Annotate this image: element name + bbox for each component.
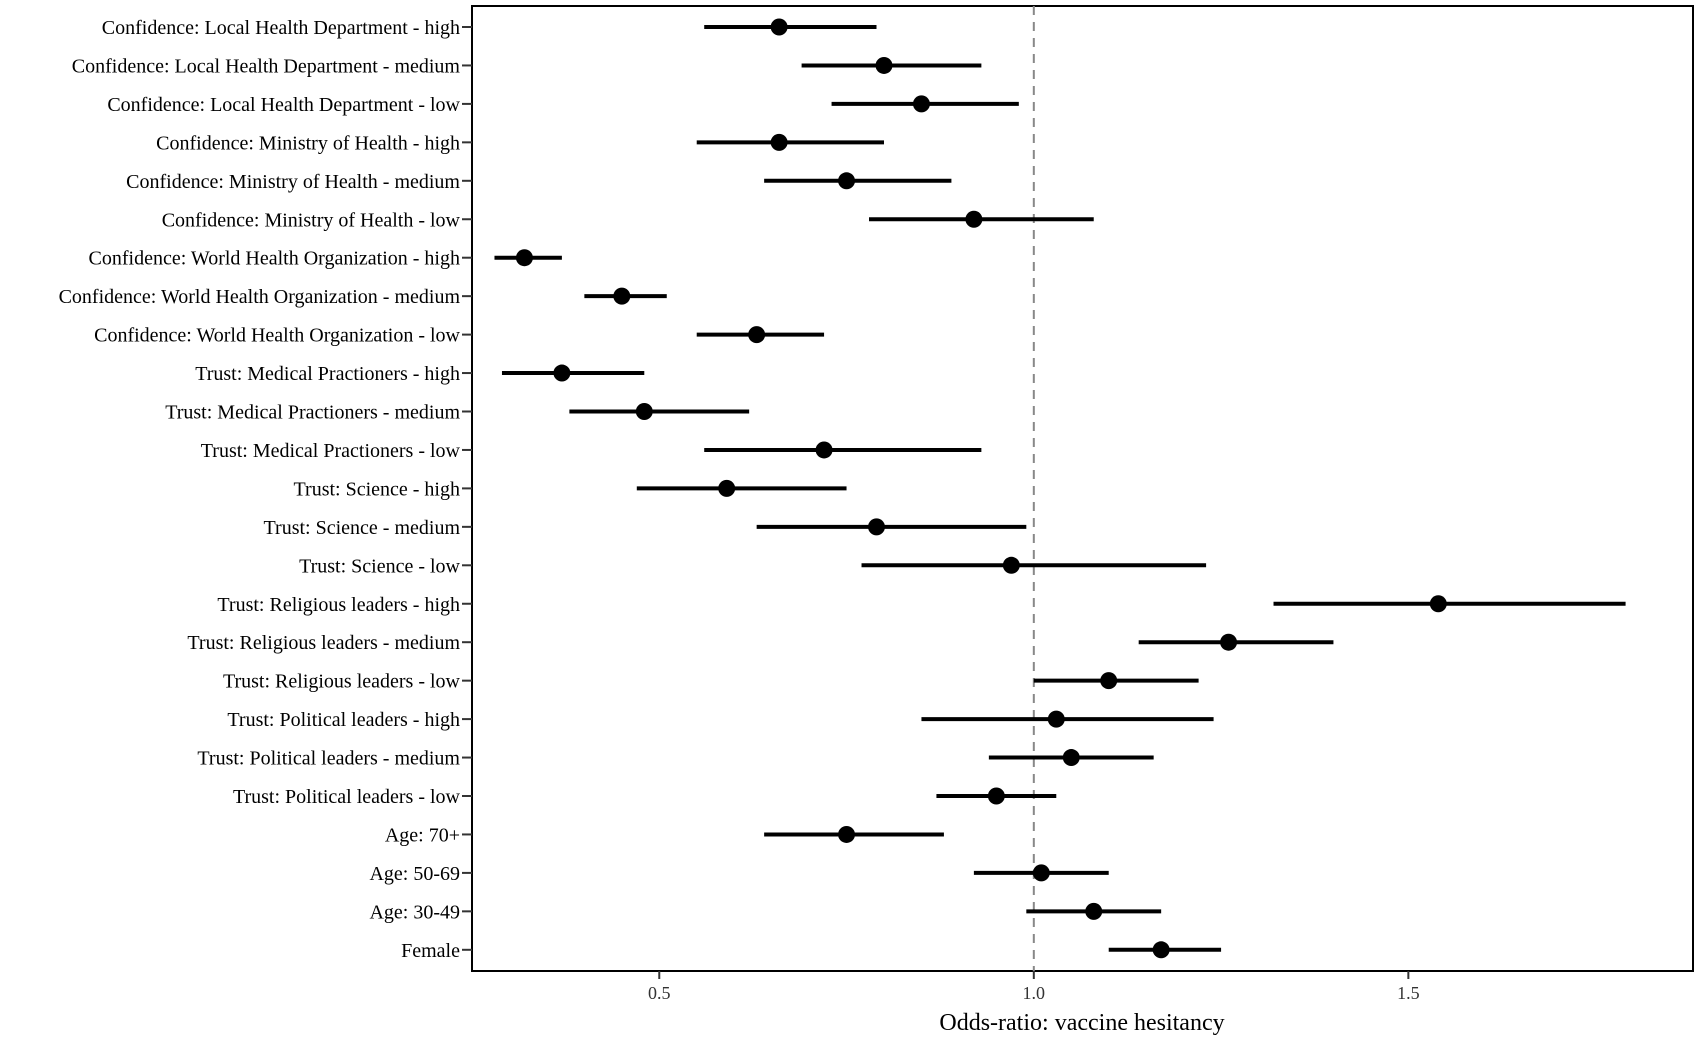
x-tick-label: 0.5 bbox=[648, 983, 671, 1003]
point-estimate bbox=[987, 787, 1005, 805]
point-estimate bbox=[770, 133, 788, 151]
row-label: Confidence: Ministry of Health - high bbox=[156, 132, 460, 154]
forest-row: Confidence: Ministry of Health - high bbox=[156, 132, 884, 154]
x-tick-label: 1.0 bbox=[1023, 983, 1046, 1003]
point-estimate bbox=[635, 403, 653, 420]
forest-row: Confidence: Ministry of Health - medium bbox=[126, 171, 952, 193]
forest-row: Trust: Science - low bbox=[299, 555, 1207, 577]
row-label: Confidence: World Health Organization - … bbox=[89, 248, 460, 270]
forest-row: Trust: Political leaders - high bbox=[227, 709, 1214, 731]
point-estimate bbox=[1002, 556, 1020, 574]
point-estimate bbox=[965, 210, 983, 228]
point-estimate bbox=[515, 249, 533, 267]
row-label: Age: 70+ bbox=[385, 824, 460, 846]
forest-row: Confidence: Local Health Department - me… bbox=[72, 55, 982, 77]
forest-row: Trust: Science - high bbox=[294, 478, 847, 500]
point-estimate bbox=[815, 441, 833, 459]
row-label: Trust: Medical Practioners - low bbox=[201, 440, 461, 462]
forest-row: Confidence: World Health Organization - … bbox=[94, 325, 825, 347]
row-label: Age: 30-49 bbox=[369, 901, 460, 923]
point-estimate bbox=[1152, 941, 1170, 959]
forest-row: Female bbox=[401, 940, 1222, 962]
row-label: Female bbox=[401, 940, 460, 962]
point-estimate bbox=[838, 825, 856, 843]
forest-row: Trust: Science - medium bbox=[264, 517, 1027, 539]
forest-row: Age: 70+ bbox=[385, 824, 944, 846]
forest-row: Age: 30-49 bbox=[369, 901, 1162, 923]
row-label: Trust: Science - medium bbox=[264, 517, 461, 539]
forest-row: Trust: Political leaders - low bbox=[233, 786, 1057, 808]
forest-row: Trust: Political leaders - medium bbox=[197, 748, 1154, 770]
forest-row: Trust: Medical Practioners - medium bbox=[165, 402, 750, 424]
row-label: Trust: Medical Practioners - high bbox=[195, 363, 460, 385]
point-estimate bbox=[613, 287, 631, 305]
point-estimate bbox=[1085, 902, 1103, 920]
row-label: Confidence: Ministry of Health - low bbox=[162, 209, 461, 231]
point-estimate bbox=[1220, 633, 1238, 651]
x-axis-ticks: 0.5 1.0 1.5 bbox=[648, 971, 1420, 1003]
forest-row: Trust: Medical Practioners - low bbox=[201, 440, 982, 462]
row-label: Confidence: Ministry of Health - medium bbox=[126, 171, 460, 193]
point-estimate bbox=[875, 56, 893, 74]
point-estimate bbox=[1047, 710, 1065, 728]
forest-row: Trust: Medical Practioners - high bbox=[195, 363, 645, 385]
point-estimate bbox=[838, 172, 856, 190]
point-estimate bbox=[748, 326, 766, 344]
row-label: Confidence: World Health Organization - … bbox=[59, 286, 461, 308]
forest-row: Trust: Religious leaders - low bbox=[223, 671, 1199, 693]
forest-row: Confidence: Ministry of Health - low bbox=[162, 209, 1094, 231]
forest-row: Confidence: World Health Organization - … bbox=[89, 248, 562, 270]
row-label: Trust: Political leaders - medium bbox=[197, 748, 460, 770]
forest-row: Trust: Religious leaders - medium bbox=[187, 632, 1334, 654]
forest-row: Confidence: Local Health Department - hi… bbox=[102, 17, 877, 39]
row-label: Trust: Medical Practioners - medium bbox=[165, 402, 460, 424]
row-label: Trust: Religious leaders - low bbox=[223, 671, 461, 693]
row-label: Confidence: Local Health Department - lo… bbox=[107, 94, 460, 116]
point-estimate bbox=[912, 95, 930, 113]
row-label: Trust: Political leaders - high bbox=[227, 709, 460, 731]
point-estimate bbox=[868, 518, 886, 536]
forest-row: Trust: Religious leaders - high bbox=[217, 594, 1626, 616]
point-estimate bbox=[553, 364, 571, 382]
row-label: Trust: Science - low bbox=[299, 555, 460, 577]
point-estimate bbox=[770, 18, 788, 36]
row-label: Trust: Religious leaders - medium bbox=[187, 632, 460, 654]
row-label: Confidence: Local Health Department - hi… bbox=[102, 17, 460, 39]
row-label: Confidence: World Health Organization - … bbox=[94, 325, 460, 347]
point-estimate bbox=[718, 479, 736, 497]
row-label: Age: 50-69 bbox=[369, 863, 460, 885]
row-label: Trust: Science - high bbox=[294, 478, 460, 500]
forest-rows: Confidence: Local Health Department - hi… bbox=[59, 17, 1626, 962]
row-label: Trust: Religious leaders - high bbox=[217, 594, 460, 616]
row-label: Trust: Political leaders - low bbox=[233, 786, 461, 808]
forest-row: Age: 50-69 bbox=[369, 863, 1109, 885]
forest-row: Confidence: World Health Organization - … bbox=[59, 286, 667, 308]
point-estimate bbox=[1062, 749, 1080, 767]
row-label: Confidence: Local Health Department - me… bbox=[72, 55, 461, 77]
forest-row: Confidence: Local Health Department - lo… bbox=[107, 94, 1019, 116]
point-estimate bbox=[1429, 595, 1447, 613]
x-axis-title: Odds-ratio: vaccine hesitancy bbox=[939, 1010, 1224, 1036]
x-tick-label: 1.5 bbox=[1397, 983, 1420, 1003]
point-estimate bbox=[1100, 672, 1118, 690]
point-estimate bbox=[1032, 864, 1050, 882]
